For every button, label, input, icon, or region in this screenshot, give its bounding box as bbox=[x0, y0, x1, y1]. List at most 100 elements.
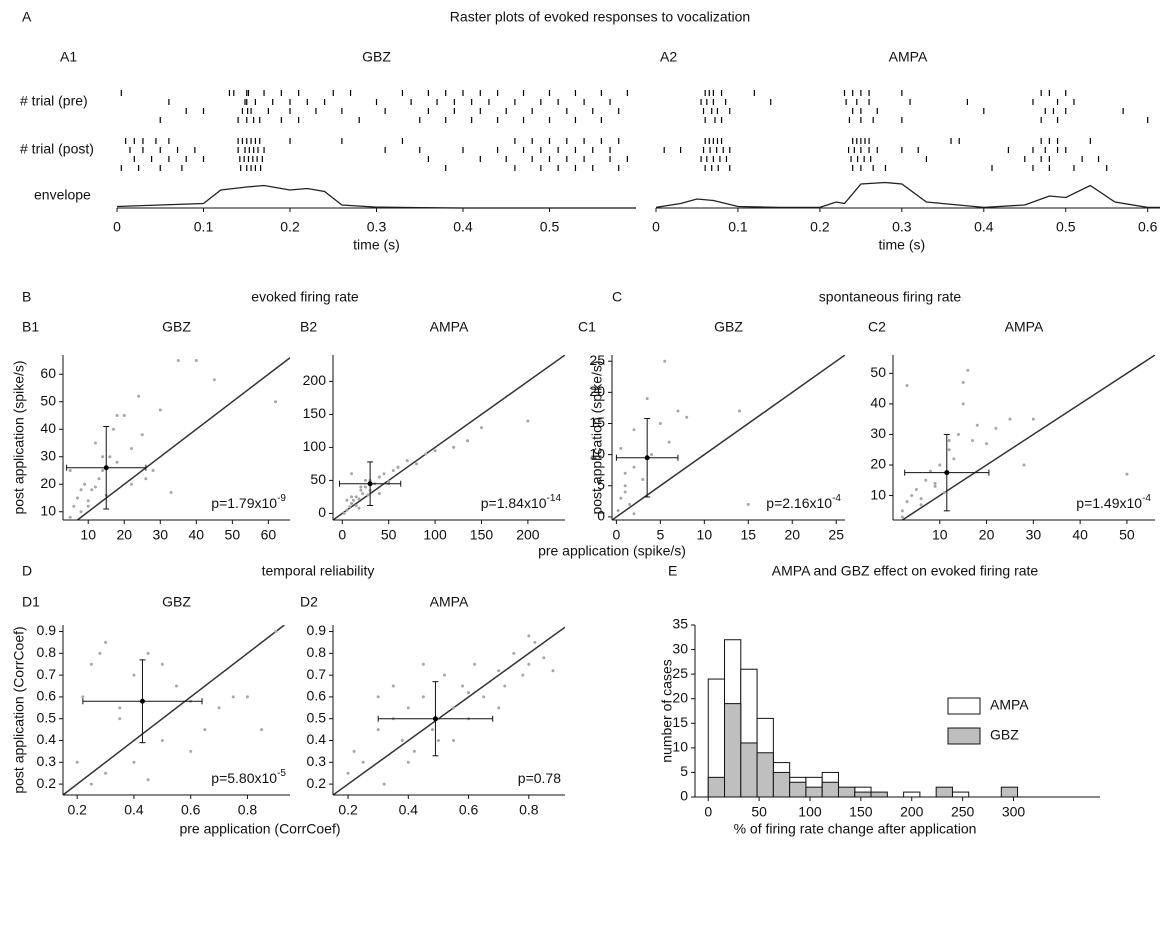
point bbox=[466, 439, 470, 443]
point bbox=[406, 760, 410, 764]
point bbox=[203, 728, 207, 732]
x-tick-label: 20 bbox=[116, 527, 132, 543]
point bbox=[1031, 417, 1035, 421]
mean-point bbox=[644, 455, 650, 461]
point bbox=[421, 695, 425, 699]
p-value-text: p=1.79x10 bbox=[211, 495, 277, 511]
point bbox=[619, 496, 623, 500]
y-tick-label: 0.2 bbox=[307, 775, 327, 791]
p-value-text: p=1.49x10 bbox=[1076, 495, 1142, 511]
point bbox=[503, 684, 507, 688]
y-tick-label: 0.3 bbox=[37, 753, 57, 769]
identity-line bbox=[333, 626, 565, 795]
bar bbox=[1000, 786, 1019, 798]
point bbox=[382, 472, 386, 476]
point bbox=[424, 452, 428, 456]
x-tick-label: 50 bbox=[381, 527, 397, 543]
point bbox=[412, 749, 416, 753]
point bbox=[366, 493, 370, 497]
point bbox=[357, 506, 361, 510]
x-axis-label: time (s) bbox=[353, 237, 400, 253]
panel-label: C2 bbox=[868, 319, 886, 335]
point bbox=[98, 651, 102, 655]
y-tick-label: 0.3 bbox=[307, 753, 327, 769]
point bbox=[910, 494, 914, 498]
mean-point bbox=[432, 716, 438, 722]
y-tick-label: 0.4 bbox=[37, 731, 57, 747]
y-tick-label: 30 bbox=[672, 640, 688, 656]
row-label: envelope bbox=[34, 187, 91, 203]
point bbox=[685, 415, 689, 419]
point bbox=[928, 469, 932, 473]
point bbox=[160, 662, 164, 666]
point bbox=[391, 469, 395, 472]
point bbox=[961, 402, 965, 406]
point bbox=[628, 502, 632, 506]
p-value-text: p=5.80x10 bbox=[211, 770, 277, 786]
mean-point bbox=[944, 470, 950, 476]
p-value-text: p=1.84x10 bbox=[481, 495, 547, 511]
point bbox=[101, 455, 105, 459]
p-value: p=5.80x10-5 bbox=[211, 768, 286, 786]
envelope-line bbox=[116, 184, 636, 209]
point bbox=[533, 640, 537, 644]
point bbox=[521, 673, 525, 677]
point bbox=[169, 491, 173, 494]
point bbox=[354, 495, 358, 499]
point bbox=[527, 662, 531, 666]
identity-line bbox=[612, 355, 845, 520]
point bbox=[354, 503, 358, 507]
point bbox=[971, 439, 975, 443]
point bbox=[632, 428, 636, 432]
bar bbox=[724, 703, 742, 798]
point bbox=[111, 427, 115, 431]
panel-title: GBZ bbox=[714, 319, 743, 335]
point bbox=[231, 695, 235, 699]
point bbox=[391, 684, 395, 688]
y-tick-label: 20 bbox=[672, 689, 688, 705]
x-tick-label: 0.2 bbox=[67, 802, 87, 818]
point bbox=[1008, 417, 1012, 421]
point bbox=[527, 634, 531, 638]
p-value-exponent: -9 bbox=[277, 493, 286, 504]
point bbox=[68, 515, 72, 519]
section-title: temporal reliability bbox=[262, 563, 375, 579]
point bbox=[75, 496, 79, 500]
point bbox=[497, 706, 501, 710]
x-tick-label: 0.1 bbox=[728, 219, 748, 235]
x-tick-label: 0.5 bbox=[1056, 219, 1076, 235]
section-title: spontaneous firing rate bbox=[819, 289, 962, 305]
mean-point bbox=[139, 698, 145, 704]
panel-label: D1 bbox=[22, 594, 40, 610]
y-tick-label: 15 bbox=[672, 714, 688, 730]
section-label: C bbox=[612, 289, 622, 305]
x-tick-label: 0.3 bbox=[892, 219, 912, 235]
p-value-exponent: -4 bbox=[832, 493, 841, 504]
bar bbox=[821, 781, 839, 798]
bar bbox=[870, 791, 888, 798]
bar bbox=[805, 786, 823, 798]
point bbox=[436, 739, 440, 743]
point bbox=[452, 706, 456, 710]
y-tick-label: 50 bbox=[40, 392, 56, 408]
point bbox=[194, 359, 198, 362]
point bbox=[473, 662, 477, 666]
point bbox=[79, 510, 83, 514]
x-tick-label: 40 bbox=[1072, 527, 1088, 543]
y-axis-label: post application (spike/s) bbox=[11, 360, 27, 514]
panel-label: A1 bbox=[60, 49, 77, 65]
point bbox=[376, 695, 380, 699]
x-tick-label: 150 bbox=[470, 527, 494, 543]
point bbox=[86, 499, 90, 503]
point bbox=[274, 400, 278, 404]
point bbox=[68, 469, 72, 472]
x-tick-label: 60 bbox=[261, 527, 277, 543]
y-tick-label: 0.2 bbox=[37, 775, 57, 791]
p-value: p=1.49x10-4 bbox=[1076, 493, 1151, 511]
point bbox=[274, 630, 278, 634]
envelope-line bbox=[655, 181, 1160, 209]
x-tick-label: 50 bbox=[751, 804, 767, 820]
x-tick-label: 0.1 bbox=[194, 219, 214, 235]
point bbox=[900, 509, 904, 513]
y-tick-label: 50 bbox=[870, 364, 886, 380]
